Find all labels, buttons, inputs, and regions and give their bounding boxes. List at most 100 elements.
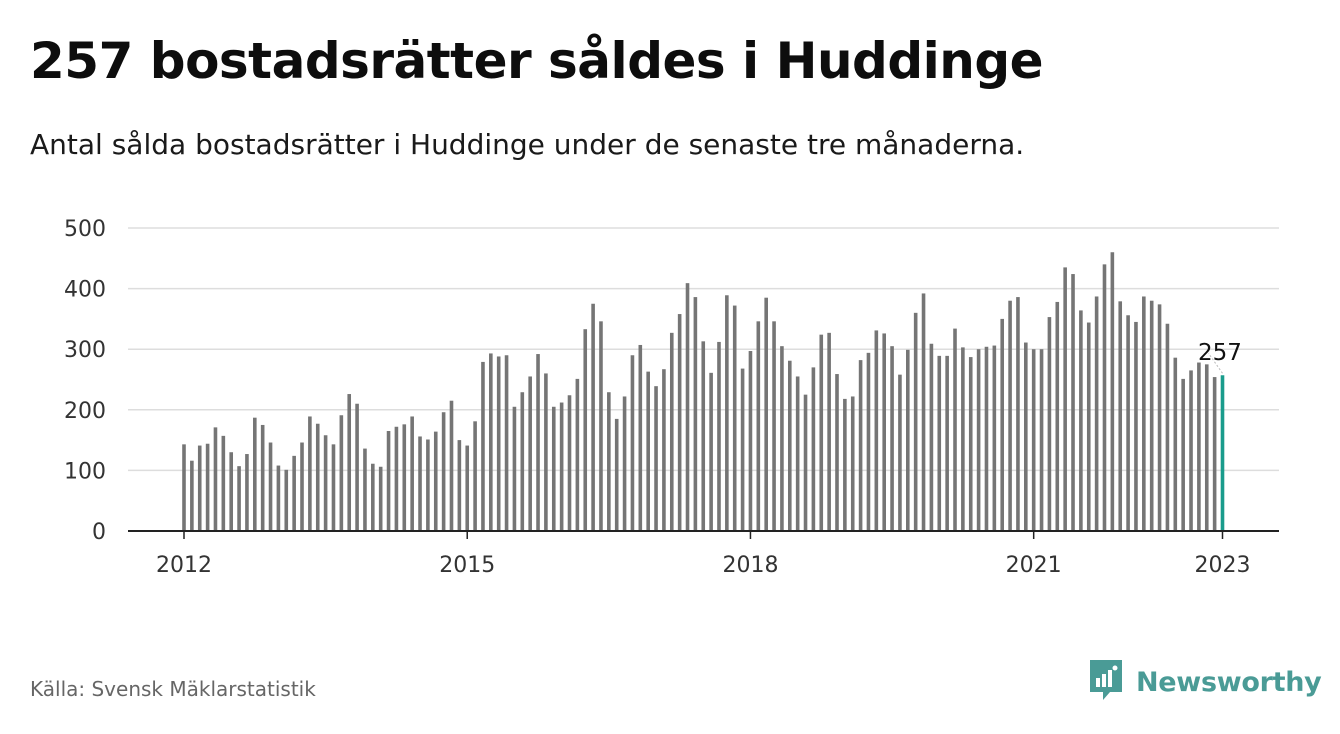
bar	[441, 412, 446, 531]
bar	[882, 333, 887, 531]
bar	[937, 355, 942, 531]
bar	[921, 293, 926, 531]
x-tick-label: 2023	[1195, 553, 1251, 578]
bar	[827, 332, 831, 531]
bar	[567, 395, 572, 531]
bar	[945, 355, 949, 531]
bar	[465, 445, 470, 531]
bar-highlighted	[1220, 375, 1225, 531]
y-tick-label: 500	[64, 217, 106, 242]
bar	[260, 424, 265, 531]
bar	[284, 469, 289, 531]
y-axis-tick-labels: 0 100 200 300 400 500	[64, 217, 106, 545]
bar	[795, 376, 800, 531]
bar	[1000, 318, 1005, 531]
bar	[418, 436, 422, 531]
x-tick-label: 2015	[439, 553, 495, 578]
bar	[630, 355, 635, 531]
bar	[913, 312, 918, 531]
x-axis-ticks	[183, 531, 1224, 539]
bar	[182, 444, 186, 531]
bar	[457, 440, 462, 531]
bar	[1134, 321, 1138, 531]
bar	[1079, 310, 1083, 531]
bar	[976, 349, 981, 531]
bar	[1181, 378, 1185, 531]
bar	[504, 355, 509, 531]
bar	[276, 465, 281, 531]
bar	[449, 400, 454, 531]
bar	[481, 361, 485, 531]
bar	[835, 374, 839, 531]
bar	[638, 344, 643, 531]
bar	[300, 442, 304, 531]
bar	[772, 321, 776, 531]
bar	[551, 406, 556, 531]
bar	[253, 417, 257, 531]
source-note: Källa: Svensk Mäklarstatistik	[30, 677, 316, 701]
bar	[536, 354, 540, 531]
x-tick-label: 2012	[156, 553, 212, 578]
bar	[701, 341, 706, 531]
bar	[190, 460, 194, 531]
brand-name: Newsworthy	[1136, 666, 1322, 698]
bar	[308, 416, 312, 531]
bar	[1063, 267, 1067, 531]
bar	[787, 360, 792, 531]
bar	[819, 334, 824, 531]
bar	[890, 346, 894, 531]
bars	[182, 252, 1225, 532]
bar	[229, 452, 234, 531]
y-tick-label: 300	[64, 338, 106, 363]
bar	[725, 295, 729, 531]
bar	[394, 426, 399, 531]
bar	[575, 378, 580, 531]
bar	[850, 396, 855, 531]
bar	[1197, 362, 1201, 531]
bar	[866, 352, 871, 531]
x-tick-label: 2021	[1006, 553, 1062, 578]
bar	[1142, 296, 1146, 531]
bar	[1071, 274, 1075, 531]
bar	[339, 415, 344, 531]
bar	[544, 373, 548, 531]
bar	[1165, 323, 1170, 531]
bar	[1086, 322, 1091, 531]
bar	[378, 466, 383, 531]
bar	[811, 367, 816, 531]
bar	[433, 431, 438, 531]
bar	[756, 321, 761, 531]
last-value-annotation: 257	[1198, 340, 1242, 374]
bar	[599, 321, 603, 531]
bar	[315, 423, 320, 531]
bar	[1094, 296, 1099, 531]
bar	[237, 466, 241, 531]
bar	[654, 386, 658, 531]
bar	[1173, 357, 1178, 531]
bar	[347, 394, 352, 531]
bar	[583, 329, 588, 531]
bar	[906, 349, 910, 531]
bar	[1118, 301, 1123, 531]
bar	[292, 455, 296, 531]
bar	[1102, 264, 1107, 531]
bar	[1204, 364, 1209, 531]
x-axis-tick-labels: 2012 2015 2018 2021 2023	[156, 553, 1251, 578]
annotation-leader	[1208, 352, 1223, 374]
bar	[221, 435, 226, 531]
bar	[386, 431, 391, 531]
bar	[614, 418, 619, 531]
bar-chart: 0 100 200 300 400 500 2012 2015 2018 2021 2023 25…	[64, 217, 1279, 578]
bar	[929, 343, 934, 531]
bar	[677, 314, 682, 531]
bar	[622, 396, 627, 531]
bar	[858, 360, 863, 531]
bar	[213, 427, 218, 531]
bar	[961, 347, 965, 531]
bar	[520, 392, 525, 531]
chart-subtitle: Antal sålda bostadsrätter i Huddinge und…	[30, 128, 1025, 161]
bar	[693, 297, 698, 531]
last-value-label: 257	[1198, 340, 1242, 366]
bar	[245, 454, 249, 531]
bar	[371, 463, 375, 531]
